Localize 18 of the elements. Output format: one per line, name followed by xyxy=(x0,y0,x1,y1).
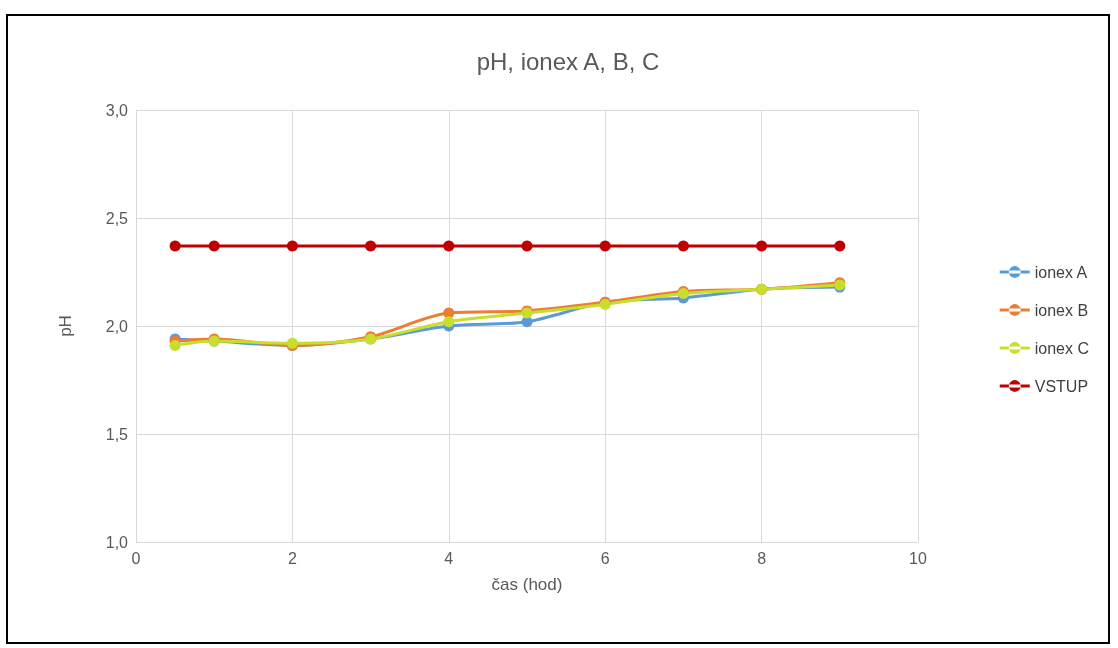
y-tick-label: 1,0 xyxy=(105,533,129,551)
x-tick-label: 10 xyxy=(909,549,927,567)
y-tick-label: 1,5 xyxy=(105,425,129,443)
y-tick-label: 2,5 xyxy=(105,209,129,227)
legend-label: ionex C xyxy=(1034,339,1089,357)
x-tick-label: 8 xyxy=(757,549,767,567)
x-tick-label: 4 xyxy=(444,549,454,567)
y-axis-title: pH xyxy=(56,315,75,337)
x-tick-label: 6 xyxy=(600,549,610,567)
x-tick-label: 2 xyxy=(287,549,297,567)
y-tick-label: 3,0 xyxy=(105,101,129,119)
legend-label: ionex A xyxy=(1034,263,1088,281)
y-tick-label: 2,0 xyxy=(105,317,129,335)
chart-title: pH, ionex A, B, C xyxy=(476,47,660,75)
x-tick-label: 0 xyxy=(131,549,141,567)
legend-label: VSTUP xyxy=(1034,377,1089,395)
x-axis-title: čas (hod) xyxy=(491,575,563,594)
legend-label: ionex B xyxy=(1034,301,1089,319)
